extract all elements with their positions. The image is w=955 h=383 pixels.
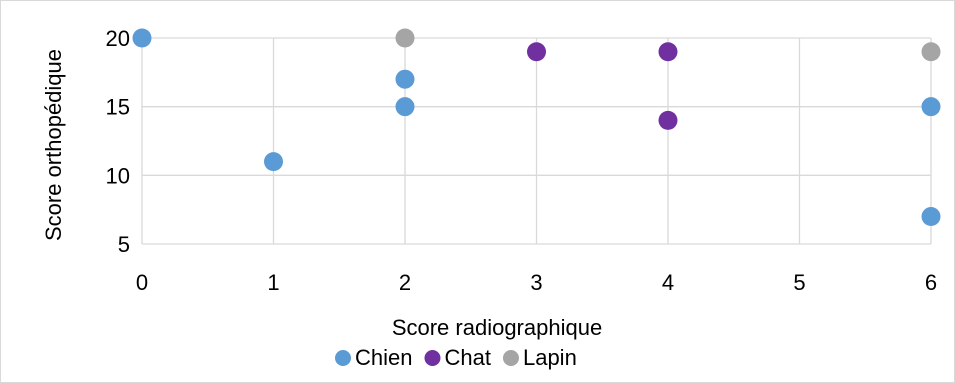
- x-tick-label: 2: [399, 270, 411, 295]
- x-tick-label: 4: [662, 270, 674, 295]
- data-point-chien: [264, 152, 283, 172]
- x-tick-labels: 0 1 2 3 4 5 6: [136, 270, 937, 295]
- legend-item-chien: Chien: [335, 345, 412, 370]
- legend-label-lapin: Lapin: [523, 345, 577, 370]
- data-point-chat: [658, 110, 678, 130]
- data-point-chien: [921, 97, 941, 117]
- y-tick-label: 15: [106, 95, 130, 120]
- x-tick-label: 1: [267, 270, 279, 295]
- data-point-chien: [395, 69, 415, 89]
- x-tick-label: 0: [136, 270, 148, 295]
- y-tick-labels: 5 10 15 20: [106, 26, 130, 257]
- legend-item-chat: Chat: [424, 345, 491, 370]
- legend: Chien Chat Lapin: [335, 345, 577, 370]
- data-point-chien: [132, 28, 152, 48]
- x-tick-label: 6: [925, 270, 937, 295]
- data-point-lapin: [395, 28, 415, 48]
- x-tick-label: 3: [530, 270, 542, 295]
- x-axis-title: Score radiographique: [392, 315, 602, 340]
- data-point-chat: [527, 42, 546, 62]
- legend-item-lapin: Lapin: [502, 345, 577, 370]
- legend-label-chat: Chat: [444, 345, 490, 370]
- x-tick-label: 5: [793, 270, 805, 295]
- data-points: [132, 28, 941, 227]
- y-axis-title: Score orthopédique: [41, 49, 66, 241]
- data-point-lapin: [921, 42, 941, 62]
- legend-marker-chat: [424, 350, 441, 366]
- legend-label-chien: Chien: [355, 345, 412, 370]
- grid-lines: [141, 37, 932, 245]
- legend-marker-chien: [335, 350, 351, 366]
- data-point-chat: [658, 42, 678, 62]
- y-tick-label: 10: [106, 163, 130, 188]
- data-point-chien: [921, 207, 941, 227]
- legend-marker-lapin: [502, 350, 519, 366]
- y-tick-label: 5: [118, 232, 130, 257]
- y-tick-label: 20: [106, 26, 130, 51]
- data-point-chien: [395, 97, 415, 117]
